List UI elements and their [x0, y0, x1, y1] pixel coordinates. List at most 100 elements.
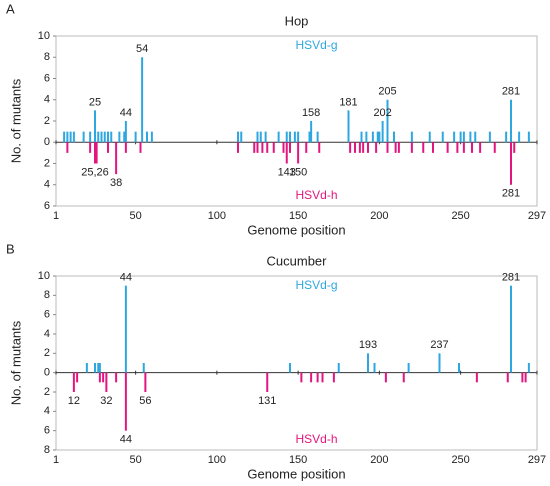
x-tick-label: 200 [370, 454, 388, 466]
bar [124, 372, 127, 431]
bar [376, 131, 379, 143]
data-label: 237 [430, 339, 448, 351]
bar [373, 363, 376, 373]
bar [141, 57, 144, 143]
chart-title: Cucumber [267, 253, 328, 268]
bar [266, 142, 269, 153]
bar [397, 142, 400, 153]
bar [332, 372, 335, 383]
y-tick-label: 4 [44, 405, 50, 417]
bar [354, 142, 356, 153]
bar [513, 142, 516, 153]
x-tick-label: 150 [289, 454, 307, 466]
bar [124, 121, 127, 143]
bar [453, 131, 456, 143]
bar [422, 142, 425, 153]
bar [524, 372, 527, 383]
bar [253, 142, 256, 153]
bar [308, 131, 311, 143]
bar [475, 372, 478, 383]
bar [362, 142, 365, 153]
x-tick-label: 250 [451, 210, 469, 222]
bar [237, 142, 239, 153]
bar [378, 131, 381, 143]
bar [124, 285, 127, 373]
bar [521, 372, 524, 383]
bar [139, 142, 142, 153]
bar [441, 131, 444, 143]
bar [488, 131, 491, 143]
bar [349, 142, 352, 153]
data-label: 181 [339, 96, 357, 108]
data-label: 54 [136, 43, 148, 55]
panel-label: B [6, 241, 15, 256]
bar [462, 131, 465, 143]
bar [107, 142, 109, 153]
bar [402, 372, 405, 383]
bar [505, 131, 508, 143]
bar [510, 285, 512, 373]
bar [458, 363, 460, 373]
y-axis-label: No. of mutants [8, 78, 23, 163]
bar [300, 372, 303, 383]
plot-frame [55, 275, 538, 451]
x-tick-label: 200 [370, 210, 388, 222]
bar [94, 363, 96, 373]
bar [360, 131, 363, 143]
data-label: 281 [502, 188, 520, 200]
bar [256, 131, 259, 143]
x-tick-label: 100 [208, 454, 226, 466]
x-axis-label: Genome position [247, 466, 345, 481]
x-tick-label: 50 [130, 454, 142, 466]
x-tick-label: 1 [53, 454, 59, 466]
data-label: 143 [278, 166, 296, 178]
bar [381, 121, 384, 143]
y-tick-label: 4 [44, 328, 50, 340]
bar [82, 131, 85, 143]
bar [237, 131, 239, 143]
y-tick-label: 4 [44, 94, 50, 106]
bar [337, 363, 340, 373]
data-label: 12 [68, 395, 80, 407]
y-tick-label: 2 [44, 115, 50, 127]
bar [384, 372, 387, 383]
bar [506, 372, 509, 383]
y-tick-label: 6 [44, 309, 50, 321]
y-tick-label: 0 [44, 136, 50, 148]
bar [272, 142, 275, 153]
bar [72, 131, 75, 143]
data-label: 44 [120, 107, 132, 119]
bar [474, 131, 477, 143]
bar [89, 142, 92, 153]
y-tick-label: 10 [38, 30, 50, 42]
y-axis-label: No. of mutants [8, 320, 23, 405]
bar [115, 372, 118, 383]
bar [371, 131, 374, 143]
bar [318, 142, 321, 153]
bar [259, 131, 262, 143]
y-tick-label: 8 [44, 289, 50, 301]
bar [297, 131, 300, 143]
bar [256, 142, 259, 153]
bar [386, 99, 389, 143]
y-tick-label: 6 [44, 425, 50, 437]
bar [316, 131, 319, 143]
bar [66, 131, 69, 143]
bar [144, 372, 147, 392]
bar [94, 142, 96, 164]
data-label: 281 [502, 272, 520, 284]
bar [107, 131, 109, 143]
bar [277, 131, 280, 143]
y-tick-label: 6 [44, 200, 50, 212]
x-tick-label: 250 [451, 454, 469, 466]
data-label: 56 [139, 395, 151, 407]
bar [459, 131, 462, 143]
series-label: HSVd-g [295, 278, 337, 292]
bar [123, 131, 126, 143]
bar [100, 131, 103, 143]
bar [97, 363, 100, 373]
series-label: HSVd-h [295, 432, 337, 446]
panel-label: A [6, 1, 15, 16]
data-label: 281 [502, 86, 520, 98]
